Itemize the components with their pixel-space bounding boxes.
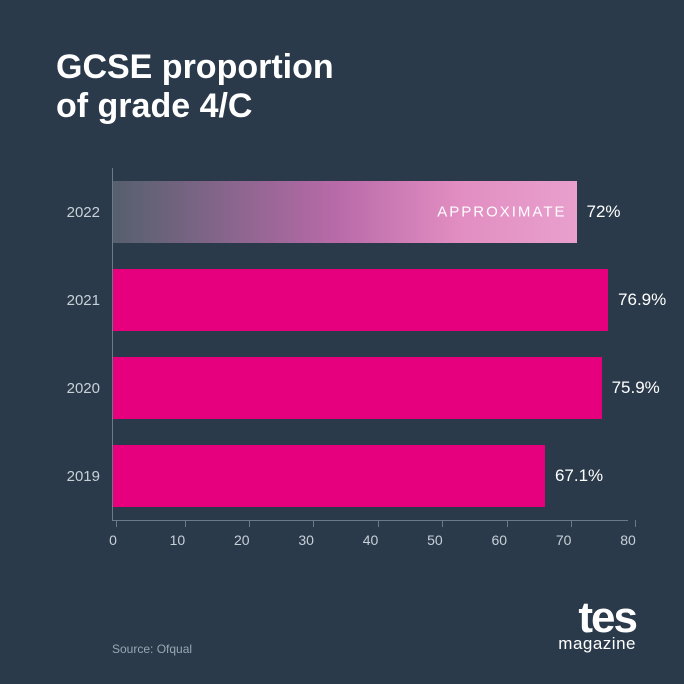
x-tick-label: 60 <box>491 532 507 548</box>
chart-container: GCSE proportion of grade 4/C 20222021202… <box>0 0 684 684</box>
x-tick: 30 <box>306 520 322 548</box>
chart-area: 2022202120202019 APPROXIMATE 72% 76.9% 75.9… <box>56 168 628 521</box>
bar-value-label: 76.9% <box>618 290 666 310</box>
y-axis-label: 2022 <box>56 168 100 256</box>
x-tick-mark <box>116 520 117 527</box>
x-tick-label: 80 <box>620 532 636 548</box>
brand-logo: tes magazine <box>558 599 636 654</box>
plot-area: APPROXIMATE72%76.9%75.9%67.1% 0102030405… <box>112 168 628 521</box>
x-tick-mark <box>442 520 443 527</box>
x-tick: 60 <box>499 520 515 548</box>
bar: 67.1% <box>113 445 545 507</box>
x-tick-mark <box>313 520 314 527</box>
x-tick: 80 <box>628 520 644 548</box>
x-tick-label: 70 <box>556 532 572 548</box>
bar-row: 75.9% <box>113 344 628 432</box>
bar-inline-label: APPROXIMATE <box>437 204 566 221</box>
bar-row: 67.1% <box>113 432 628 520</box>
x-tick-mark <box>571 520 572 527</box>
x-tick-label: 0 <box>109 532 117 548</box>
logo-main: tes <box>558 599 636 636</box>
y-axis-label: 2020 <box>56 344 100 432</box>
title-line-2: of grade 4/C <box>56 87 252 125</box>
x-axis-ticks: 01020304050607080 <box>113 520 628 550</box>
bar-value-label: 75.9% <box>612 378 660 398</box>
bar: 75.9% <box>113 357 602 419</box>
bar-row: APPROXIMATE 72% <box>113 168 628 256</box>
logo-sub: magazine <box>558 634 636 654</box>
x-tick-mark <box>378 520 379 527</box>
x-tick: 70 <box>564 520 580 548</box>
y-axis-label: 2019 <box>56 432 100 520</box>
x-tick: 10 <box>177 520 193 548</box>
bar-row: 76.9% <box>113 256 628 344</box>
bar: 76.9% <box>113 269 608 331</box>
x-tick-label: 40 <box>363 532 379 548</box>
x-tick-label: 30 <box>298 532 314 548</box>
x-tick: 20 <box>242 520 258 548</box>
y-axis-label: 2021 <box>56 256 100 344</box>
x-tick: 50 <box>435 520 451 548</box>
x-tick-mark <box>249 520 250 527</box>
x-tick: 40 <box>371 520 387 548</box>
x-tick-mark <box>507 520 508 527</box>
chart-title: GCSE proportion of grade 4/C <box>56 48 628 126</box>
x-tick-mark <box>635 520 636 527</box>
bar: APPROXIMATE72% <box>113 181 577 243</box>
x-tick: 0 <box>113 520 121 548</box>
bar-value-label: 72% <box>587 202 621 222</box>
y-axis-labels: 2022202120202019 <box>56 168 112 521</box>
x-tick-mark <box>185 520 186 527</box>
bars-group: APPROXIMATE 72% 76.9% 75.9% 67.1% <box>113 168 628 520</box>
title-line-1: GCSE proportion <box>56 48 334 86</box>
bar-value-label: 67.1% <box>555 466 603 486</box>
x-tick-label: 50 <box>427 532 443 548</box>
x-tick-label: 10 <box>170 532 186 548</box>
source-text: Source: Ofqual <box>112 642 192 656</box>
x-tick-label: 20 <box>234 532 250 548</box>
